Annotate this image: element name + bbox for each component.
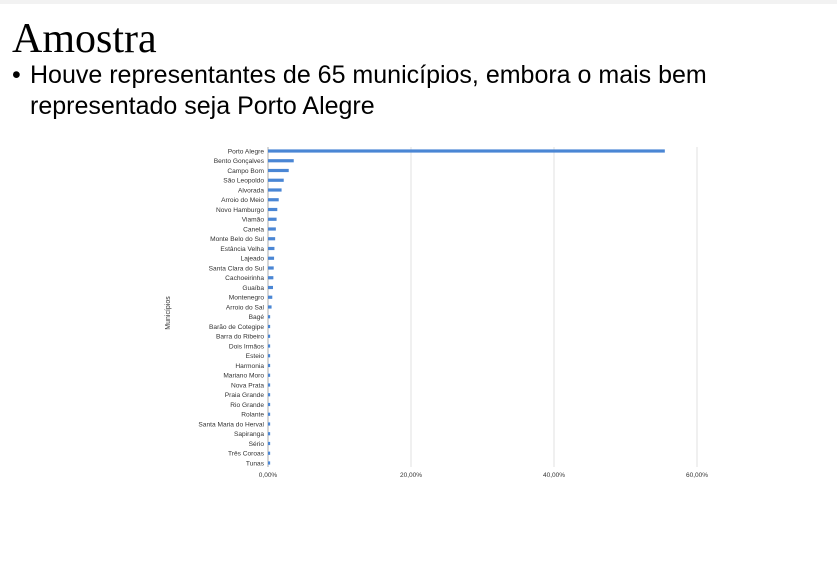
bar bbox=[268, 188, 282, 192]
category-label: Harmonia bbox=[235, 363, 264, 370]
category-label: Santa Maria do Herval bbox=[198, 421, 264, 428]
category-label: Esteio bbox=[246, 353, 265, 360]
bar bbox=[268, 383, 271, 387]
bar bbox=[268, 276, 274, 280]
category-label: Novo Hamburgo bbox=[216, 207, 264, 214]
bar bbox=[268, 159, 294, 163]
bar bbox=[268, 461, 271, 465]
x-tick-label: 60,00% bbox=[686, 472, 708, 479]
bar bbox=[268, 324, 271, 329]
bar bbox=[268, 168, 289, 173]
bar bbox=[268, 227, 276, 231]
category-label: Cachoeirinha bbox=[225, 275, 264, 282]
category-label: Viamão bbox=[242, 217, 265, 224]
bar bbox=[268, 285, 274, 290]
category-label: Rio Grande bbox=[230, 402, 264, 409]
category-label: Rolante bbox=[241, 412, 264, 419]
bar bbox=[268, 393, 271, 397]
category-label: Nova Prata bbox=[231, 382, 264, 389]
category-label: Campo Bom bbox=[227, 168, 264, 175]
category-label: Bento Gonçalves bbox=[214, 158, 265, 165]
category-label: Arroio do Meio bbox=[221, 197, 264, 204]
category-label: Sério bbox=[249, 441, 265, 448]
bullet-point: • Houve representantes de 65 municípios,… bbox=[12, 60, 832, 122]
bar bbox=[268, 198, 279, 202]
bar bbox=[268, 422, 271, 426]
bar bbox=[268, 305, 272, 309]
top-rule bbox=[0, 0, 837, 4]
bar bbox=[268, 178, 284, 182]
x-tick-label: 20,00% bbox=[400, 472, 422, 479]
category-label: Barão de Cotegipe bbox=[209, 324, 264, 331]
category-label: Montenegro bbox=[229, 295, 265, 302]
bar bbox=[268, 237, 276, 241]
category-label: Sapiranga bbox=[234, 431, 264, 438]
category-label: Praia Grande bbox=[225, 392, 265, 399]
bar bbox=[268, 412, 271, 416]
bullet-text: Houve representantes de 65 municípios, e… bbox=[30, 61, 707, 120]
category-label: Tunas bbox=[246, 460, 265, 467]
slide-title: Amostra bbox=[12, 16, 157, 62]
category-label: Arroio do Sal bbox=[226, 304, 265, 311]
bar bbox=[268, 256, 275, 260]
bar bbox=[268, 441, 271, 446]
bar bbox=[268, 373, 271, 377]
category-labels: Porto Alegre Bento Gonçalves Campo Bom São … bbox=[198, 148, 264, 467]
category-label: Santa Clara do Sul bbox=[209, 265, 265, 272]
category-label: Estância Velha bbox=[220, 246, 264, 253]
category-label: Bagé bbox=[249, 314, 265, 321]
category-label: Canela bbox=[243, 226, 264, 233]
category-label: Dois Irmãos bbox=[229, 343, 265, 350]
bar bbox=[268, 217, 277, 221]
x-tick-label: 40,00% bbox=[543, 472, 565, 479]
bar bbox=[268, 344, 271, 348]
bar bbox=[268, 451, 271, 455]
category-label: Barra do Ribeiro bbox=[216, 334, 264, 341]
category-label: Porto Alegre bbox=[228, 148, 265, 155]
category-label: Monte Belo do Sul bbox=[210, 236, 264, 243]
category-label: Lajeado bbox=[241, 256, 265, 263]
bar bbox=[268, 432, 271, 436]
bar bbox=[268, 207, 278, 212]
grid-lines bbox=[267, 147, 698, 467]
bar bbox=[268, 246, 275, 251]
bar bbox=[268, 402, 271, 407]
bar bbox=[268, 295, 273, 299]
category-label: Três Coroas bbox=[228, 451, 265, 458]
bar bbox=[268, 315, 271, 319]
category-label: Guaíba bbox=[242, 285, 264, 292]
category-label: Mariano Moro bbox=[223, 373, 264, 380]
bullet-marker: • bbox=[12, 61, 21, 89]
bar bbox=[268, 266, 274, 270]
bars bbox=[268, 149, 665, 465]
category-label: Alvorada bbox=[238, 187, 264, 194]
bar bbox=[268, 334, 271, 338]
y-axis-label: Municípios bbox=[165, 296, 172, 330]
bar bbox=[268, 363, 271, 368]
x-tick-label: 0,00% bbox=[259, 472, 278, 479]
bar bbox=[268, 149, 665, 153]
x-tick-labels: 0,00% 20,00% 40,00% 60,00% bbox=[259, 472, 708, 479]
bar bbox=[268, 354, 271, 358]
category-label: São Leopoldo bbox=[223, 178, 264, 185]
